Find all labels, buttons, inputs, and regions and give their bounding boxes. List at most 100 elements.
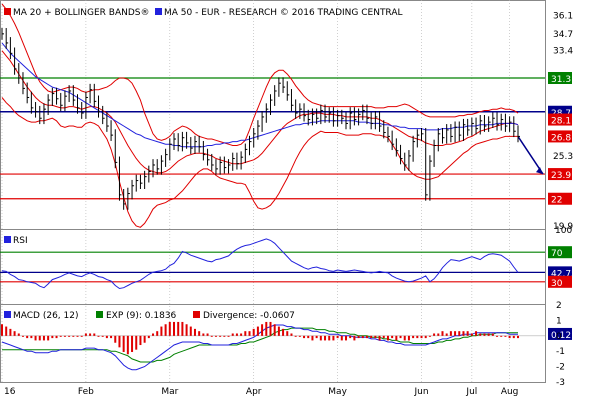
divergence-bar [118, 335, 121, 348]
divergence-bar [512, 335, 515, 339]
divergence-bar [403, 335, 406, 341]
series-lines [1, 3, 544, 371]
rsi-badge-current-text: 42.75 [551, 269, 577, 279]
divergence-bar [508, 335, 511, 339]
price-bars [1, 28, 520, 355]
rsi-badge-current-bg [548, 266, 572, 279]
rsi-badge-70-bg [548, 246, 572, 259]
divergence-bar [500, 335, 503, 337]
divergence-bar [164, 324, 167, 336]
divergence-bar [193, 328, 196, 336]
divergence-bar [277, 326, 280, 336]
price-y-tick: 34.7 [553, 30, 573, 40]
x-axis-ticks: 16 Feb Mar Apr May Jun Jul Aug [4, 387, 518, 397]
divergence-bar [294, 335, 297, 337]
divergence-bar [126, 335, 129, 355]
divergence-bar [382, 335, 385, 339]
divergence-bar [261, 324, 264, 336]
macd-badge-current-text: 0.12 [551, 331, 571, 341]
badge-resistance-text: 31.3 [551, 75, 571, 85]
divergence-bar [114, 335, 117, 343]
divergence-bar [449, 331, 452, 336]
macd-legend: MACD (26, 12) EXP (9): 0.1836 Divergence… [4, 311, 295, 321]
divergence-bar [248, 331, 251, 336]
divergence-bar [386, 335, 389, 341]
divergence-bar [21, 335, 24, 337]
badge-support_2-bg [548, 192, 572, 205]
divergence-bar [256, 326, 259, 336]
divergence-bar [110, 335, 113, 339]
divergence-bar [445, 333, 448, 336]
divergence-bar [101, 335, 104, 337]
divergence-bar [143, 335, 146, 343]
divergence-bar [496, 335, 499, 337]
divergence-bar [51, 335, 54, 339]
divergence-bar [93, 333, 96, 336]
price-panel-frame [0, 0, 546, 230]
rsi-legend-swatch [4, 236, 11, 243]
rsi-legend: RSI [4, 236, 28, 246]
divergence-bar [38, 335, 41, 341]
divergence-bar [332, 335, 335, 341]
x-tick-label: Jul [465, 387, 477, 397]
price-legend: MA 20 + BOLLINGER BANDS® MA 50 - EUR - R… [4, 8, 403, 18]
ma20-line [1, 50, 519, 174]
divergence-bar [181, 321, 184, 336]
divergence-bar [202, 333, 205, 336]
divergence-bar [374, 335, 377, 339]
exp-legend-text: EXP (9): 0.1836 [106, 311, 177, 321]
x-tick-label: May [328, 387, 347, 397]
divergence-bar [407, 335, 410, 341]
divergence-bar [122, 335, 125, 352]
divergence-bar [479, 333, 482, 336]
divergence-bar [231, 333, 234, 336]
badge-last_price-text: 26.8 [551, 133, 571, 143]
divergence-bar [319, 335, 322, 341]
divergence-bar [491, 333, 494, 336]
x-tick-label: Feb [78, 387, 94, 397]
divergence-bar [487, 333, 490, 336]
divergence-bar [328, 335, 331, 341]
divergence-bar [298, 335, 301, 337]
divergence-bar [185, 324, 188, 336]
divergence-bar [483, 333, 486, 336]
level-lines [0, 77, 545, 283]
divergence-bar [30, 335, 33, 339]
divergence-bar [26, 335, 29, 339]
divergence-bar [135, 335, 138, 350]
divergence-bar [68, 335, 71, 337]
divergence-bar [72, 335, 75, 337]
divergence-bar [177, 321, 180, 336]
macd-signal-line [2, 327, 518, 363]
badge-support_2-text: 22 [551, 196, 562, 206]
divergence-bar [160, 326, 163, 336]
divergence-bar [273, 324, 276, 336]
divergence-bar [399, 335, 402, 339]
macd-badge-current-bg [548, 327, 572, 340]
divergence-bar [349, 335, 352, 339]
price-y-tick: 33.4 [553, 47, 573, 57]
divergence-bar [454, 331, 457, 336]
divergence-bar [189, 326, 192, 336]
divergence-bar [84, 333, 87, 336]
divergence-bar [361, 335, 364, 339]
divergence-bar [420, 335, 423, 339]
divergence-bar [336, 335, 339, 339]
badge-ma20_last-text: 28.1 [551, 117, 571, 127]
divergence-bar [97, 335, 100, 337]
x-tick-label: Mar [161, 387, 178, 397]
divergence-bar [105, 335, 108, 339]
x-tick-label: Apr [246, 387, 262, 397]
divergence-bar [424, 335, 427, 339]
x-tick-label: Aug [501, 387, 519, 397]
divergence-bar [152, 333, 155, 336]
rsi-badge-70-text: 70 [551, 249, 563, 259]
divergence-bar [378, 335, 381, 341]
rsi-y-tick: 100 [555, 226, 572, 236]
divergence-bar [353, 335, 356, 341]
divergence-bar [244, 331, 247, 336]
bollinger-upper-line [1, 3, 519, 146]
price-legend-text-ma50: MA 50 - EUR - RESEARCH © 2016 TRADING CE… [164, 8, 403, 18]
